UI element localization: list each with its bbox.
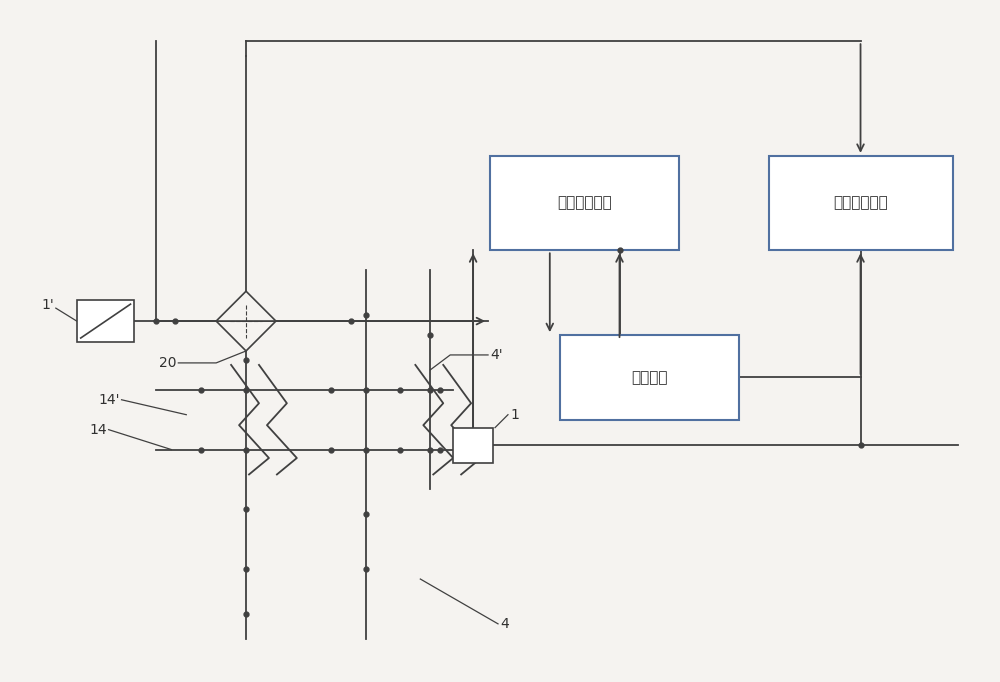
Text: 14': 14' [98, 393, 120, 406]
Text: 4': 4' [490, 348, 503, 362]
Text: 分析模块: 分析模块 [631, 370, 668, 385]
Text: 20: 20 [159, 356, 176, 370]
Bar [453, 428, 493, 462]
Text: 第一运算模块: 第一运算模块 [557, 196, 612, 211]
Bar [769, 155, 953, 250]
Bar [560, 335, 739, 419]
Bar [490, 155, 679, 250]
Text: 4: 4 [500, 617, 509, 631]
Text: 14: 14 [89, 423, 107, 436]
Bar [77, 300, 134, 342]
Text: 第二运算模块: 第二运算模块 [834, 196, 888, 211]
Text: 1: 1 [510, 408, 519, 421]
Text: 1': 1' [41, 298, 54, 312]
